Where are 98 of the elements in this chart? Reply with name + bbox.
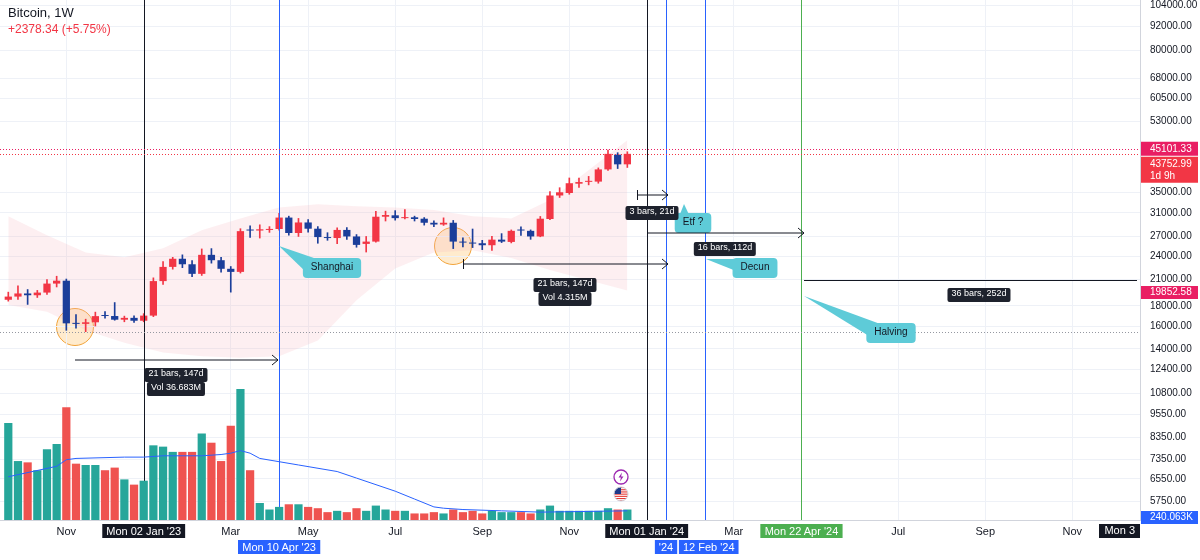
y-tick-label: 10800.00: [1150, 387, 1193, 399]
candlestick: [101, 311, 109, 319]
y-tick-label: 35000.00: [1150, 185, 1193, 197]
bar: [168, 451, 177, 520]
y-tick-label: 7350.00: [1150, 452, 1187, 464]
x-tick-label: Jul: [388, 524, 403, 537]
annotation: 16 bars, 112d: [693, 242, 757, 256]
y-tick-label: 9550.00: [1150, 408, 1187, 420]
candlestick: [82, 318, 90, 332]
y-tick-label: 60500.00: [1150, 92, 1193, 104]
x-tick-label: Sep: [975, 524, 996, 537]
y-tick-label: 92000.00: [1150, 20, 1193, 32]
x-tick-label: Mar: [221, 524, 241, 537]
candlestick: [227, 266, 235, 293]
annotation: Halving: [874, 326, 908, 339]
candlestick: [72, 314, 80, 329]
x-tick-label: Nov: [559, 524, 580, 537]
x-tick-label: Nov: [56, 524, 77, 537]
annotation: 21 bars, 147d: [533, 278, 597, 292]
ref-line-label: Mon 10 Apr '23: [242, 540, 316, 553]
bar: [391, 510, 400, 520]
ref-line-label: 43752.99 1d 9h: [1150, 157, 1193, 181]
candlestick: [111, 302, 119, 321]
candlestick: [401, 209, 409, 220]
bar: [23, 462, 32, 520]
annotation: Vol 4.315M: [538, 292, 592, 306]
bar: [526, 513, 535, 520]
bar: [52, 444, 61, 520]
candlestick: [459, 237, 467, 248]
x-tick-label: Mar: [724, 524, 744, 537]
x-tick-label: May: [297, 524, 320, 537]
annotation: 36 bars, 252d: [947, 288, 1011, 302]
candlestick: [478, 239, 486, 250]
y-tick-label: 80000.00: [1150, 44, 1193, 56]
bar: [110, 467, 119, 520]
annotation: Etf ?: [682, 216, 704, 229]
bar: [333, 510, 342, 520]
y-tick-label: 53000.00: [1150, 114, 1193, 126]
bar: [449, 509, 458, 520]
y-tick-label: 104000.00: [1150, 0, 1198, 11]
candlestick: [575, 177, 583, 188]
bar: [4, 423, 13, 520]
bar: [158, 446, 168, 520]
ref-line-label: 45101.33: [1150, 142, 1193, 154]
x-tick-label: Sep: [472, 524, 493, 537]
bar: [362, 510, 371, 520]
annotation: Shanghai: [310, 261, 354, 274]
y-tick-label: 14000.00: [1150, 342, 1193, 354]
bar: [129, 484, 139, 520]
bar: [294, 504, 303, 520]
y-tick-label: 8350.00: [1150, 431, 1187, 443]
annotation: 21 bars, 147d: [144, 368, 208, 382]
ref-line-label: Mon 22 Apr '24: [764, 524, 839, 537]
bar: [62, 407, 71, 520]
y-tick-label: 31000.00: [1150, 206, 1193, 218]
y-tick-label: 68000.00: [1150, 72, 1193, 84]
bar: [304, 506, 313, 520]
bar: [400, 510, 409, 520]
ref-line-label: 12 Feb '24: [682, 540, 735, 553]
text: Mon 3: [1099, 524, 1140, 538]
y-tick-label: 27000.00: [1150, 230, 1193, 242]
candlestick: [256, 224, 264, 239]
text: 19852.58: [1141, 286, 1198, 299]
y-tick-label: 18000.00: [1150, 299, 1193, 311]
candlestick: [517, 226, 525, 236]
bar: [120, 479, 129, 520]
bar: [226, 425, 235, 520]
annotation: 3 bars, 21d: [625, 206, 679, 220]
chart-title: Bitcoin, 1W: [8, 4, 75, 20]
bar: [42, 449, 52, 520]
y-tick-label: 6550.00: [1150, 472, 1187, 484]
x-tick-label: Jul: [891, 524, 906, 537]
bar: [439, 513, 448, 520]
bar: [100, 470, 110, 520]
text: +2378.34 (+5.75%): [8, 22, 111, 37]
x-tick-label: Nov: [1062, 524, 1083, 537]
text: 240.063K: [1141, 510, 1198, 524]
candlestick: [430, 220, 438, 227]
ref-line-label: '24: [658, 540, 674, 553]
bar: [429, 512, 438, 520]
candlestick: [246, 225, 254, 238]
bar: [284, 504, 293, 520]
y-tick-label: 24000.00: [1150, 250, 1193, 262]
y-tick-label: 16000.00: [1150, 319, 1193, 331]
y-tick-label: 12400.00: [1150, 363, 1193, 375]
annotation: Vol 36.683M: [146, 382, 206, 396]
bar: [33, 470, 42, 520]
bar: [516, 512, 526, 520]
bar: [71, 463, 81, 520]
bar: [13, 461, 23, 520]
y-tick-label: 5750.00: [1150, 494, 1187, 506]
y-tick-label: 21000.00: [1150, 273, 1193, 285]
bar: [246, 470, 255, 520]
bar: [236, 389, 245, 520]
bar: [197, 433, 206, 520]
annotation: Decun: [740, 261, 770, 274]
ref-line-label: Mon 01 Jan '24: [609, 524, 685, 537]
ref-line-label: Mon 02 Jan '23: [106, 524, 182, 537]
